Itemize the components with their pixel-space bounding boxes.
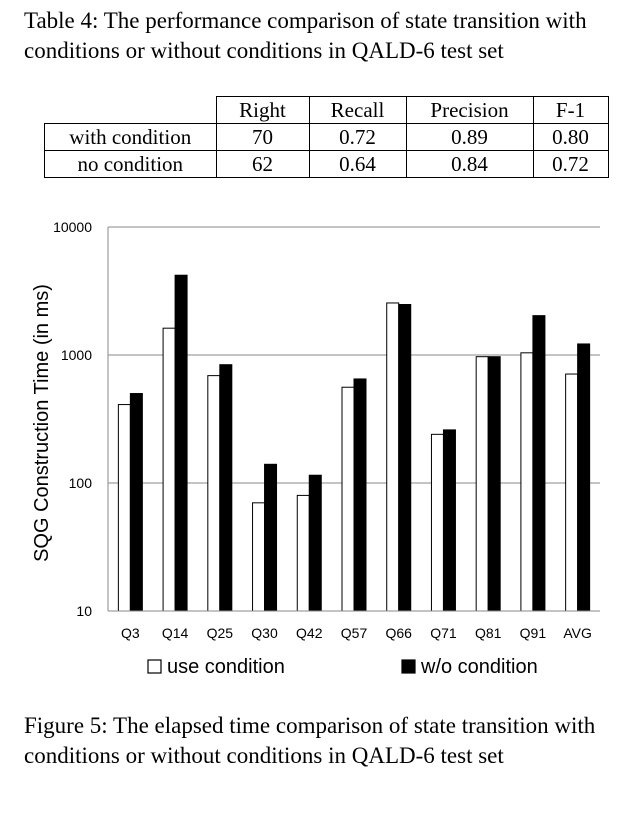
- bar-wo-condition: [398, 304, 412, 612]
- cell-recall: 0.64: [308, 150, 407, 178]
- cell-f1: 0.80: [532, 123, 609, 151]
- table-row: no condition 62 0.64 0.84 0.72: [44, 150, 609, 178]
- table-header-row: Right Recall Precision F-1: [44, 96, 609, 124]
- bar-use-condition: [162, 327, 176, 612]
- bar-use-condition: [386, 302, 400, 612]
- x-tick-label: Q91: [520, 625, 547, 641]
- bar-wo-condition: [442, 429, 456, 612]
- y-tick-label: 10: [76, 603, 92, 619]
- bar-wo-condition: [174, 274, 188, 612]
- cell-f1: 0.72: [532, 150, 609, 178]
- bar-use-condition: [520, 352, 534, 612]
- legend-label-use-condition: use condition: [167, 656, 285, 678]
- bar-use-condition: [296, 494, 310, 612]
- x-tick-label: Q66: [385, 625, 412, 641]
- table-header-precision: Precision: [405, 96, 534, 124]
- bar-chart: 10 100 1000 10000 SQG Construction Time (in …: [31, 219, 600, 678]
- x-tick-label: Q57: [341, 625, 368, 641]
- bar-use-condition: [341, 386, 355, 612]
- cell-precision: 0.89: [405, 123, 534, 151]
- x-tick-label: AVG: [563, 625, 592, 641]
- legend-swatch-use-condition: [147, 659, 162, 674]
- bar-use-condition: [117, 404, 131, 612]
- table-header-f1: F-1: [532, 96, 609, 124]
- bar-wo-condition: [129, 393, 143, 612]
- row-label: with condition: [44, 123, 217, 151]
- axis-layer: 10 100 1000 10000 SQG Construction Time (in …: [31, 219, 600, 641]
- x-tick-label: Q3: [121, 625, 140, 641]
- bar-wo-condition: [353, 378, 367, 612]
- bars-layer: [117, 274, 591, 612]
- bar-use-condition: [565, 373, 579, 612]
- cell-precision: 0.84: [405, 150, 534, 178]
- x-tick-label: Q25: [207, 625, 234, 641]
- bar-use-condition: [430, 433, 444, 612]
- bar-wo-condition: [487, 356, 501, 612]
- bar-use-condition: [252, 502, 266, 612]
- row-label: no condition: [44, 150, 217, 178]
- table-header-recall: Recall: [308, 96, 407, 124]
- bar-wo-condition: [264, 463, 278, 612]
- x-tick-label: Q14: [162, 625, 189, 641]
- cell-recall: 0.72: [308, 123, 407, 151]
- y-tick-label: 100: [69, 475, 93, 491]
- table-caption: Table 4: The performance comparison of s…: [24, 8, 587, 63]
- table-header-blank: [44, 96, 217, 124]
- cell-right: 62: [215, 150, 310, 178]
- figure-caption: Figure 5: The elapsed time comparison of…: [24, 713, 596, 768]
- x-tick-label: Q81: [475, 625, 502, 641]
- bar-wo-condition: [219, 364, 233, 612]
- y-axis-label: SQG Construction Time (in ms): [31, 284, 53, 562]
- bar-wo-condition: [532, 315, 546, 612]
- bar-wo-condition: [308, 474, 322, 612]
- bar-use-condition: [207, 375, 221, 612]
- x-tick-label: Q71: [430, 625, 457, 641]
- table-header-right: Right: [215, 96, 310, 124]
- y-tick-label: 10000: [53, 219, 92, 235]
- bar-wo-condition: [577, 343, 591, 612]
- cell-right: 70: [215, 123, 310, 151]
- y-tick-label: 1000: [61, 347, 92, 363]
- x-tick-label: Q42: [296, 625, 323, 641]
- legend-label-wo-condition: w/o condition: [420, 656, 538, 678]
- performance-table: Right Recall Precision F-1 with conditio…: [44, 96, 609, 178]
- x-tick-label: Q30: [251, 625, 278, 641]
- table-row: with condition 70 0.72 0.89 0.80: [44, 123, 609, 151]
- bar-use-condition: [475, 356, 489, 612]
- legend-layer: use condition w/o condition: [147, 656, 538, 678]
- legend-swatch-wo-condition: [401, 659, 416, 674]
